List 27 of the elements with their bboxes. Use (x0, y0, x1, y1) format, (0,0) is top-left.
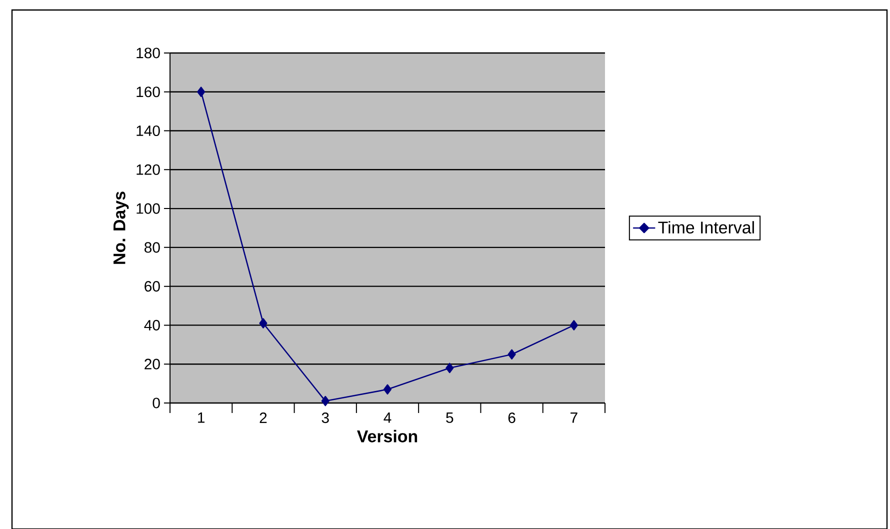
x-tick-label: 2 (260, 412, 267, 423)
y-tick-label: 40 (144, 320, 160, 330)
point (446, 362, 454, 374)
y-axis-title: No. Days (114, 192, 129, 264)
point (197, 86, 206, 98)
y-tick-label: 180 (136, 48, 160, 58)
y-tick-label: 120 (136, 164, 160, 175)
point (570, 320, 578, 330)
x-tick-label: 3 (322, 412, 329, 424)
x-tick-label: 4 (384, 412, 392, 423)
x-tick-label: 7 (570, 412, 578, 423)
y-tick-label: 140 (136, 125, 160, 136)
point (383, 384, 392, 395)
y-tick-label: 0 (152, 398, 160, 408)
x-axis-title: Version (357, 430, 418, 442)
point (508, 349, 516, 360)
x-tick-label: 6 (508, 412, 516, 424)
y-tick-label: 160 (136, 86, 160, 98)
point (259, 318, 268, 328)
y-tick-label: 20 (144, 358, 160, 370)
legend-label: Time Interval (658, 221, 754, 234)
y-tick-label: 80 (144, 242, 160, 253)
x-tick-label: 5 (446, 412, 454, 423)
x-tick-label: 1 (198, 412, 205, 423)
y-tick-label: 100 (136, 203, 160, 214)
y-tick-label: 60 (144, 281, 160, 292)
point (321, 396, 330, 406)
